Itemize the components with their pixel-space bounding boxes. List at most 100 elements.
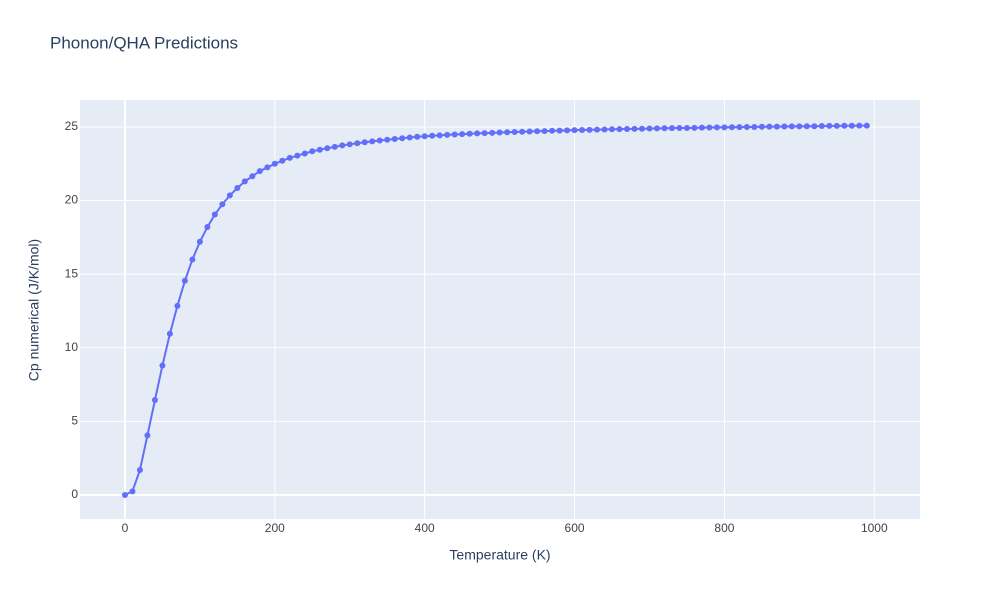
point xyxy=(676,124,683,131)
point xyxy=(549,127,556,134)
point xyxy=(541,128,548,135)
point xyxy=(818,123,825,130)
point xyxy=(466,130,473,137)
point xyxy=(601,126,608,133)
point xyxy=(721,124,728,131)
point xyxy=(331,143,338,150)
point xyxy=(496,129,503,136)
point xyxy=(713,124,720,131)
point xyxy=(324,145,331,152)
point xyxy=(159,362,166,369)
point xyxy=(451,131,458,138)
point xyxy=(556,127,563,134)
point xyxy=(811,123,818,130)
point xyxy=(773,123,780,130)
point xyxy=(271,160,278,167)
point xyxy=(586,126,593,133)
point xyxy=(316,146,323,153)
point xyxy=(803,123,810,130)
point xyxy=(219,201,226,208)
y-tick-label: 25 xyxy=(65,119,79,133)
point xyxy=(661,125,668,132)
y-tick-label: 20 xyxy=(65,193,79,207)
point xyxy=(211,211,218,218)
x-tick-label: 800 xyxy=(714,521,734,535)
point xyxy=(571,127,578,134)
point xyxy=(361,139,368,146)
point xyxy=(151,397,158,404)
point xyxy=(564,127,571,134)
point xyxy=(421,133,428,140)
point xyxy=(631,125,638,132)
point xyxy=(129,488,136,495)
y-tick-label: 0 xyxy=(71,487,78,501)
x-tick-label: 0 xyxy=(122,521,129,535)
chart-title: Phonon/QHA Predictions xyxy=(50,33,238,52)
point xyxy=(638,125,645,132)
point xyxy=(653,125,660,132)
point xyxy=(504,129,511,136)
point xyxy=(624,126,631,133)
point xyxy=(406,134,413,141)
y-tick-label: 5 xyxy=(71,414,78,428)
point xyxy=(616,126,623,133)
point xyxy=(594,126,601,133)
x-tick-label: 600 xyxy=(565,521,585,535)
point xyxy=(166,330,173,337)
point xyxy=(511,128,518,135)
point xyxy=(609,126,616,133)
point xyxy=(144,432,151,439)
x-tick-label: 200 xyxy=(265,521,285,535)
y-tick-label: 10 xyxy=(65,340,79,354)
point xyxy=(429,132,436,139)
point xyxy=(369,138,376,145)
point xyxy=(391,136,398,143)
point xyxy=(856,122,863,129)
point xyxy=(474,130,481,137)
point xyxy=(399,135,406,142)
point xyxy=(848,122,855,129)
point xyxy=(181,277,188,284)
point xyxy=(301,150,308,157)
point xyxy=(241,178,248,185)
point xyxy=(414,133,421,140)
point xyxy=(204,224,211,231)
point xyxy=(519,128,526,135)
point xyxy=(736,124,743,131)
point xyxy=(481,130,488,137)
point xyxy=(863,122,870,129)
point xyxy=(766,123,773,130)
point xyxy=(189,256,196,263)
point xyxy=(249,173,256,180)
point xyxy=(668,125,675,132)
point xyxy=(279,157,286,164)
point xyxy=(436,132,443,139)
point xyxy=(691,124,698,131)
point xyxy=(579,127,586,134)
point xyxy=(226,192,233,199)
point xyxy=(833,122,840,129)
point xyxy=(309,148,316,155)
point xyxy=(758,123,765,130)
point xyxy=(459,131,466,138)
point xyxy=(444,131,451,138)
point xyxy=(826,122,833,129)
point xyxy=(706,124,713,131)
plot-area xyxy=(80,100,920,519)
line xyxy=(124,124,867,496)
point xyxy=(376,137,383,144)
point xyxy=(743,123,750,130)
point xyxy=(526,128,533,135)
point xyxy=(683,124,690,131)
x-tick-label: 1000 xyxy=(861,521,888,535)
point xyxy=(751,123,758,130)
point xyxy=(121,492,128,499)
point xyxy=(698,124,705,131)
point xyxy=(196,238,203,245)
point xyxy=(339,142,346,149)
point xyxy=(489,129,496,136)
point xyxy=(294,152,301,159)
point xyxy=(646,125,653,132)
point xyxy=(728,124,735,131)
